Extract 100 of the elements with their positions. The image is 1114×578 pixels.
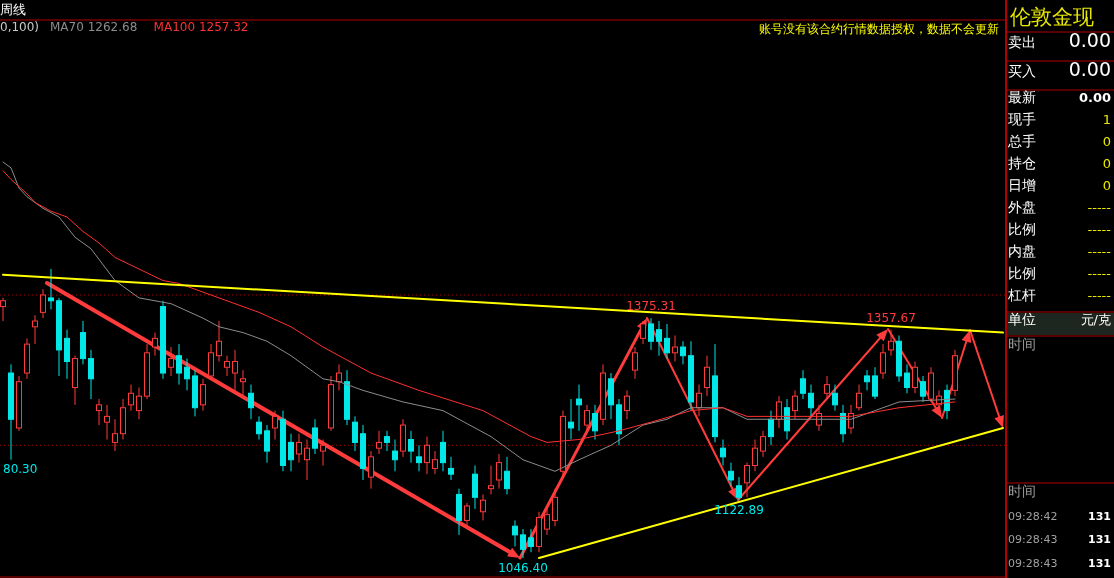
- candlestick: [368, 450, 374, 490]
- candlestick: [152, 332, 158, 357]
- category-label: 09:28:43: [1008, 533, 1058, 546]
- candlestick: [584, 404, 590, 432]
- candlestick: [856, 384, 862, 412]
- candlestick: [576, 384, 582, 432]
- category-label: 内盘: [1008, 243, 1036, 259]
- text: 账号没有该合约行情数据授权，数据不会更新: [759, 22, 999, 36]
- candlestick: [568, 398, 574, 441]
- candlestick: [472, 465, 478, 510]
- category-label: 买入: [1008, 63, 1036, 79]
- candlestick: [272, 410, 278, 441]
- text: 0.00: [1068, 29, 1111, 51]
- candlestick: [88, 349, 94, 400]
- category-label: 比例: [1008, 221, 1036, 237]
- candlestick: [376, 430, 382, 455]
- annotation: 1122.89: [714, 503, 764, 518]
- candlestick: [832, 384, 838, 412]
- category-label: 最新: [1008, 89, 1036, 105]
- candlestick: [32, 314, 38, 345]
- category-label: 比例: [1008, 265, 1036, 281]
- candlestick: [304, 439, 310, 481]
- candlestick: [488, 465, 494, 495]
- candlestick: [768, 410, 774, 446]
- text: -----: [1087, 244, 1111, 259]
- category-label: 杠杆: [1007, 287, 1036, 303]
- candlestick: [504, 456, 510, 495]
- candlestick: [632, 346, 638, 380]
- category-label: 09:28:42: [1008, 510, 1058, 523]
- candlestick: [312, 418, 318, 455]
- candlestick: [96, 398, 102, 426]
- text: 0.00: [1068, 58, 1111, 80]
- candlestick: [112, 418, 118, 452]
- text: MA70 1262.68: [50, 20, 138, 34]
- category-label: 09:28:43: [1008, 557, 1058, 570]
- candlestick: [872, 366, 878, 400]
- candlestick: [408, 430, 414, 464]
- candlestick: [464, 502, 470, 527]
- candlestick: [448, 456, 454, 481]
- candlestick: [760, 430, 766, 458]
- candlestick: [416, 444, 422, 472]
- category-label: 时间: [1008, 336, 1036, 352]
- candlestick: [320, 439, 326, 467]
- candlestick: [880, 343, 886, 380]
- candlestick: [736, 476, 742, 501]
- candlestick: [432, 450, 438, 475]
- candlestick: [256, 415, 262, 441]
- candlestick: [776, 395, 782, 429]
- category-label: 卖出: [1008, 34, 1036, 50]
- annotation: 1375.31: [626, 299, 676, 314]
- candlestick: [352, 415, 358, 452]
- candlestick: [648, 317, 654, 351]
- candlestick: [128, 384, 134, 412]
- text: 131: [1088, 510, 1111, 523]
- text: 元/克: [1080, 312, 1111, 327]
- text: 0.00: [1078, 90, 1111, 105]
- candlestick: [48, 268, 54, 310]
- candlestick: [240, 369, 246, 397]
- category-label: 外盘: [1008, 199, 1036, 215]
- candlestick: [656, 320, 662, 357]
- candlestick: [200, 378, 206, 412]
- candlestick: [208, 343, 214, 380]
- text: -----: [1087, 222, 1111, 237]
- annotation: 1046.40: [498, 561, 548, 575]
- candlestick: [824, 375, 830, 400]
- category-label: 时间: [1008, 483, 1036, 499]
- candlestick: [800, 369, 806, 400]
- candlestick: [520, 528, 526, 559]
- text: 1: [1102, 112, 1111, 127]
- candlestick: [288, 433, 294, 472]
- category-label: 总手: [1007, 133, 1036, 149]
- category-label: 日增: [1008, 177, 1036, 193]
- candlestick: [264, 424, 270, 464]
- candlestick: [728, 462, 734, 487]
- text: MA100 1257.32: [153, 20, 249, 34]
- candlestick: [176, 343, 182, 386]
- text: 131: [1088, 533, 1111, 546]
- category-label: 单位: [1008, 311, 1036, 327]
- candlestick: [216, 320, 222, 362]
- text: 0: [1102, 156, 1111, 171]
- candlestick: [624, 389, 630, 420]
- candlestick: [888, 329, 894, 357]
- candlestick: [392, 439, 398, 472]
- candlestick: [104, 404, 110, 441]
- candlestick: [808, 384, 814, 417]
- candlestick: [752, 439, 758, 472]
- candlestick: [424, 436, 430, 475]
- candlestick: [224, 355, 230, 377]
- candlestick: [904, 363, 910, 394]
- candlestick: [0, 297, 6, 322]
- candlestick: [640, 320, 646, 345]
- candlestick: [720, 439, 726, 467]
- text: -----: [1087, 200, 1111, 215]
- candlestick: [552, 488, 558, 527]
- text: 0: [1102, 178, 1111, 193]
- candlestick: [248, 384, 254, 420]
- candlestick: [920, 375, 926, 403]
- candlestick: [512, 519, 518, 547]
- candlestick: [336, 363, 342, 391]
- text: -----: [1087, 288, 1111, 303]
